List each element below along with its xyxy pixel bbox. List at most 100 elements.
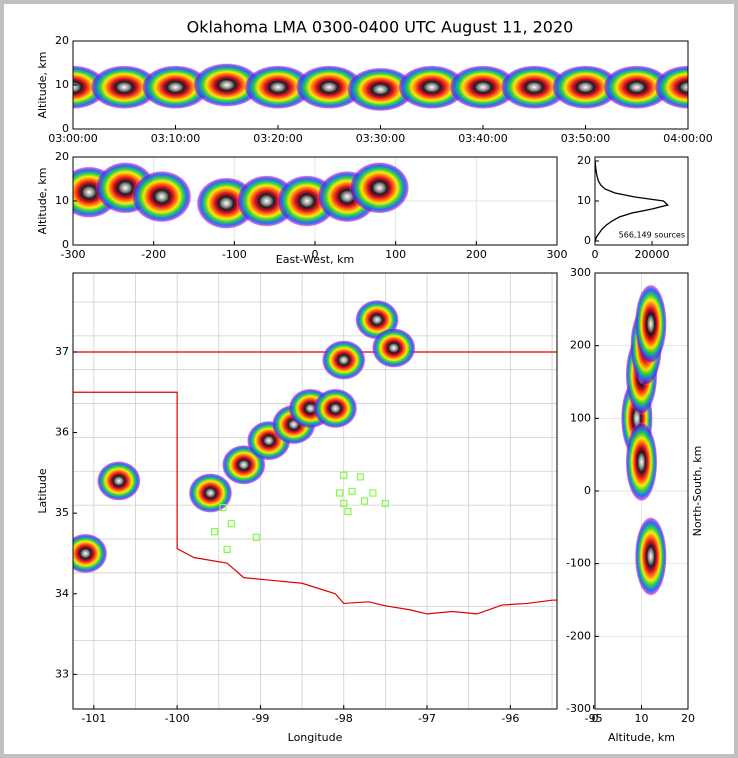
- density-cell: [96, 460, 141, 501]
- x-tick-label: 03:50:00: [561, 132, 610, 145]
- station: [340, 471, 348, 479]
- station: [356, 473, 365, 481]
- station: [344, 507, 352, 516]
- y-tick-label: 34: [55, 587, 69, 600]
- x-tick-label: -96: [501, 712, 519, 725]
- x-tick-label: -101: [81, 712, 106, 725]
- x-axis-label: Longitude: [288, 731, 343, 744]
- y-tick-label: 300: [570, 266, 591, 279]
- histogram-line: [594, 160, 670, 242]
- x-axis-label: Altitude, km: [608, 731, 675, 744]
- density-cell: [131, 170, 192, 223]
- density-cell: [397, 65, 466, 110]
- density-cell: [654, 65, 688, 110]
- x-tick-label: 0: [592, 248, 599, 261]
- density-cell: [634, 283, 667, 364]
- station: [348, 487, 356, 496]
- x-tick-label: -100: [165, 712, 190, 725]
- y-tick-label: 10: [577, 194, 591, 207]
- x-tick-label: 03:10:00: [151, 132, 200, 145]
- x-tick-label: 03:00:00: [48, 132, 97, 145]
- x-tick-label: -300: [61, 248, 86, 261]
- density-cell: [73, 533, 108, 574]
- y-tick-label: 0: [584, 484, 591, 497]
- y-tick-label: 37: [55, 345, 69, 358]
- plot-area: [73, 273, 557, 709]
- y-tick-label: 33: [55, 667, 69, 680]
- density-cell: [321, 340, 366, 381]
- y-tick-label: 0: [62, 238, 69, 251]
- density-cell: [141, 65, 210, 110]
- density-cell: [349, 161, 410, 214]
- y-tick-label: 20: [55, 150, 69, 163]
- y-tick-label: 35: [55, 506, 69, 519]
- station: [360, 497, 369, 505]
- y-tick-label: 0: [584, 234, 591, 247]
- station: [369, 489, 377, 497]
- station: [211, 528, 219, 536]
- x-tick-label: 300: [547, 248, 568, 261]
- station: [219, 503, 227, 512]
- y-axis-label: North-South, km: [691, 446, 704, 537]
- x-axis-label: East-West, km: [276, 253, 354, 266]
- y-axis-label: Latitude: [36, 468, 49, 514]
- y-tick-label: -200: [566, 629, 591, 642]
- y-tick-label: 20: [577, 154, 591, 167]
- density-cell: [634, 516, 667, 597]
- density-cell: [192, 63, 261, 107]
- density-cell: [244, 65, 312, 110]
- station: [227, 520, 235, 528]
- x-tick-label: -100: [222, 248, 247, 261]
- y-tick-label: 100: [570, 411, 591, 424]
- x-tick-label: 04:00:00: [663, 132, 712, 145]
- density-cell: [295, 65, 364, 110]
- density-cell: [625, 421, 658, 502]
- y-tick-label: 36: [55, 426, 69, 439]
- x-tick-label: -97: [418, 712, 436, 725]
- x-tick-label: -99: [251, 712, 269, 725]
- x-tick-label: 0: [592, 712, 599, 725]
- x-tick-label: 20: [681, 712, 695, 725]
- y-tick-label: -100: [566, 557, 591, 570]
- density-cell: [449, 65, 517, 110]
- density-cell: [602, 65, 671, 110]
- density-cell: [371, 327, 416, 368]
- station: [223, 545, 231, 554]
- chart-title: Oklahoma LMA 0300-0400 UTC August 11, 20…: [187, 18, 574, 37]
- density-cell: [551, 65, 620, 110]
- x-tick-label: 03:20:00: [253, 132, 302, 145]
- annotation: 566,149 sources: [619, 231, 685, 240]
- state-border: [73, 391, 557, 615]
- y-tick-label: 0: [62, 122, 69, 135]
- y-axis-label: Altitude, km: [36, 167, 49, 234]
- x-tick-label: -200: [141, 248, 166, 261]
- y-tick-label: -300: [566, 702, 591, 715]
- x-tick-label: 03:40:00: [458, 132, 507, 145]
- x-tick-label: -98: [335, 712, 353, 725]
- x-tick-label: 03:30:00: [356, 132, 405, 145]
- y-tick-label: 200: [570, 339, 591, 352]
- station: [340, 499, 348, 508]
- axes-frame: [72, 272, 558, 710]
- y-axis-label: Altitude, km: [36, 51, 49, 118]
- x-tick-label: 100: [385, 248, 406, 261]
- y-tick-label: 20: [55, 34, 69, 47]
- plot-area: [73, 157, 557, 245]
- station: [381, 499, 389, 508]
- density-cell: [500, 65, 569, 110]
- x-tick-label: 0: [312, 248, 319, 261]
- plot-area: [73, 63, 688, 112]
- x-tick-label: 20000: [635, 248, 670, 261]
- density-cell: [188, 473, 233, 514]
- density-cell: [346, 67, 415, 112]
- y-tick-label: 10: [55, 78, 69, 91]
- x-tick-label: 10: [635, 712, 649, 725]
- density-cell: [313, 388, 358, 429]
- station: [252, 533, 260, 541]
- plot-area: [595, 273, 688, 709]
- x-tick-label: 200: [466, 248, 487, 261]
- y-tick-label: 10: [55, 194, 69, 207]
- density-cell: [90, 65, 159, 110]
